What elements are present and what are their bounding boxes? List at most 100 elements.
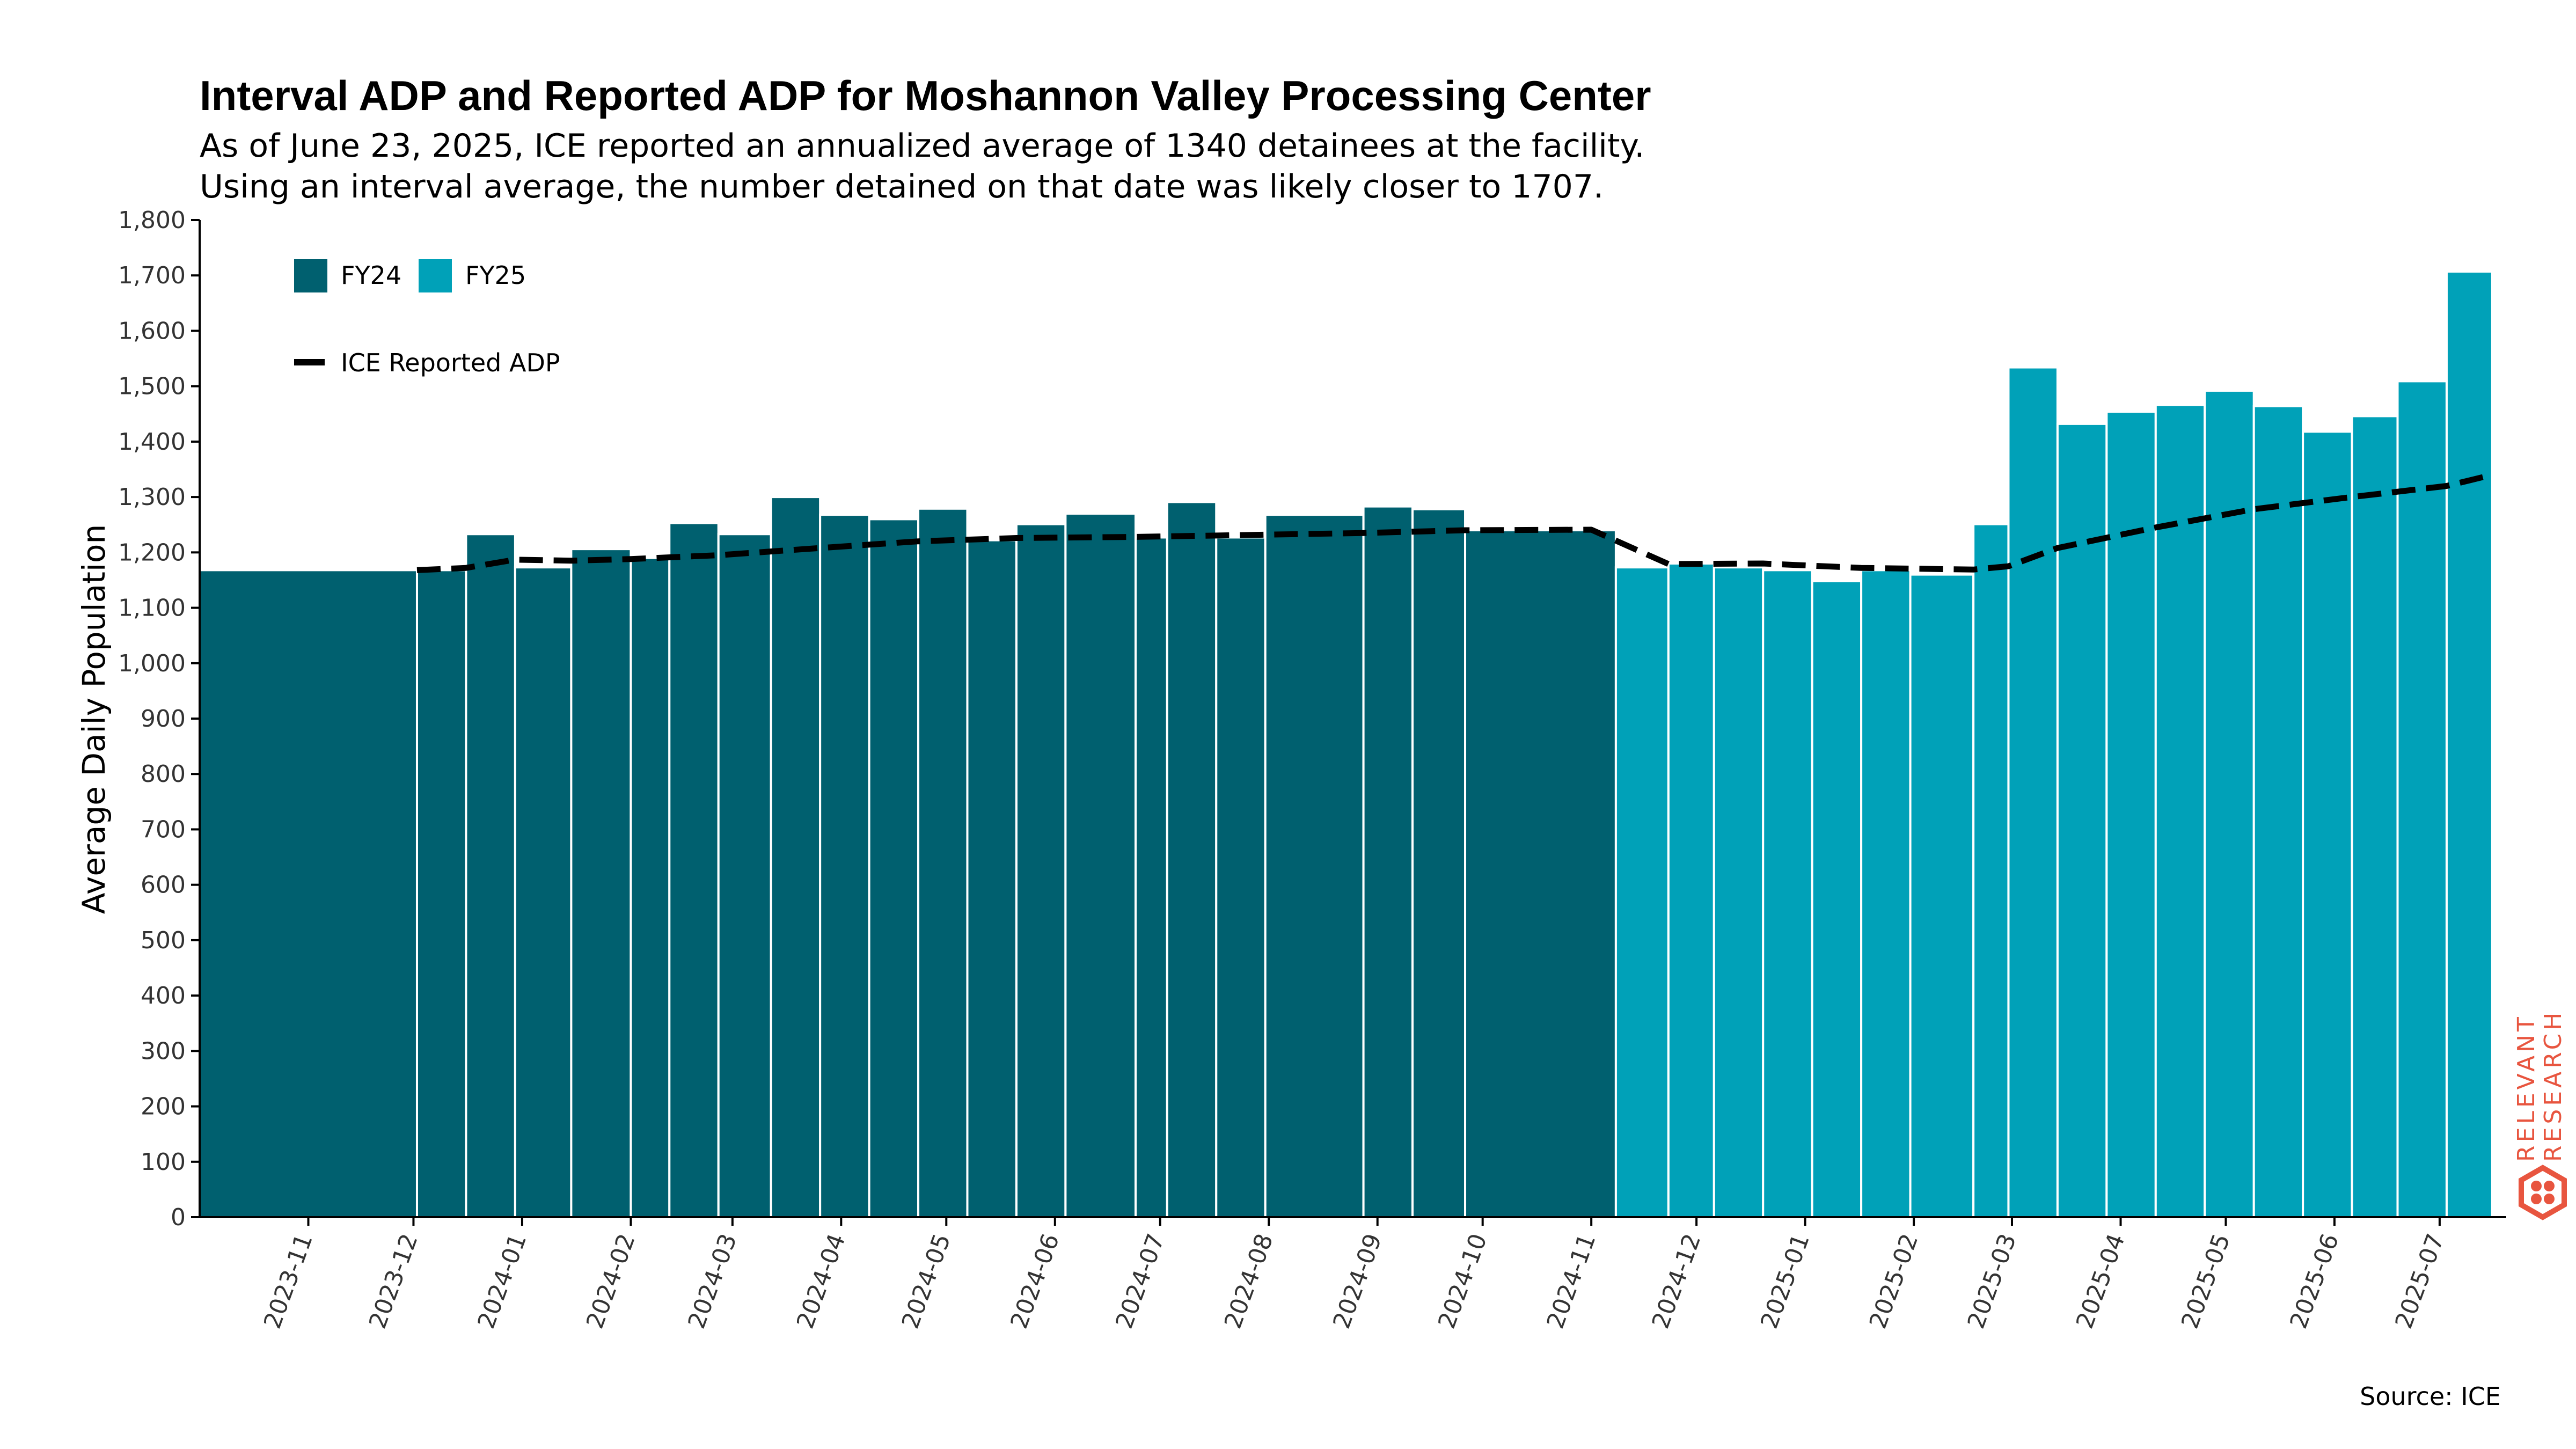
y-tick-label: 100 <box>141 1148 186 1176</box>
x-tick-label: 2025-06 <box>2285 1230 2344 1332</box>
bar-fy25-16 <box>2396 380 2448 1218</box>
bar-fy24-17 <box>1215 536 1267 1218</box>
bar-fy24-4 <box>570 548 632 1218</box>
bar-fy24-3 <box>514 566 573 1218</box>
bar-fy24-19 <box>1362 505 1414 1218</box>
reported-adp-line-group <box>416 472 2493 573</box>
y-tick-label: 1,300 <box>118 484 186 511</box>
legend-fy25-swatch <box>419 259 452 292</box>
y-axis: 0 100 200 300 400 500 600 700 800 900 1,000 1,100 1,… <box>118 207 201 1231</box>
reported-adp-line <box>416 472 2493 573</box>
bar-fy24-21 <box>1464 529 1617 1218</box>
bar-fy24-15 <box>1135 536 1168 1218</box>
y-tick-label: 400 <box>141 982 186 1009</box>
y-axis-label: Average Daily Population <box>76 524 112 914</box>
y-tick-label: 800 <box>141 760 186 788</box>
logo-text-line-2: RESEARCH <box>2540 1009 2567 1162</box>
x-tick-label: 2024-04 <box>792 1230 851 1332</box>
y-tick-label: 600 <box>141 872 186 899</box>
bar-fy24-18 <box>1264 514 1365 1218</box>
x-tick-label: 2025-02 <box>1864 1230 1924 1332</box>
y-tick-label: 1,400 <box>118 428 186 456</box>
relevant-research-logo: RELEVANT RESEARCH <box>2513 1009 2567 1220</box>
bar-fy24-0 <box>199 569 418 1218</box>
bar-fy24-1 <box>415 569 467 1218</box>
x-tick-label: 2025-01 <box>1755 1230 1815 1332</box>
y-tick-label: 1,600 <box>118 317 186 345</box>
bar-fy25-0 <box>1614 566 1670 1218</box>
bar-fy24-9 <box>819 514 870 1218</box>
y-tick-label: 1,000 <box>118 650 186 677</box>
bar-fy24-16 <box>1166 501 1218 1218</box>
bar-fy24-10 <box>868 518 920 1218</box>
chart-subtitle-line-2: Using an interval average, the number de… <box>200 168 1604 206</box>
bar-fy25-8 <box>2007 366 2059 1218</box>
y-tick-label: 300 <box>141 1037 186 1065</box>
bar-fy24-7 <box>717 533 772 1218</box>
bars-fy24 <box>199 496 1617 1219</box>
x-tick-label: 2024-12 <box>1647 1230 1707 1332</box>
bar-fy24-14 <box>1064 513 1137 1218</box>
x-tick-label: 2024-10 <box>1433 1230 1492 1332</box>
x-tick-label: 2024-08 <box>1219 1230 1279 1332</box>
source-note: Source: ICE <box>2360 1382 2501 1411</box>
chart-title: Interval ADP and Reported ADP for Moshan… <box>200 72 1651 119</box>
logo-text-line-1: RELEVANT <box>2513 1014 2540 1162</box>
bar-fy25-1 <box>1667 562 1715 1218</box>
x-tick-label: 2025-07 <box>2390 1230 2449 1332</box>
x-tick-label: 2024-07 <box>1110 1230 1170 1332</box>
bar-fy24-6 <box>668 522 720 1218</box>
x-tick-label: 2024-01 <box>472 1230 532 1332</box>
x-tick-label: 2024-11 <box>1542 1230 1601 1332</box>
x-tick-label: 2024-03 <box>683 1230 742 1332</box>
bar-fy24-13 <box>1015 523 1067 1219</box>
y-tick-label: 1,700 <box>118 262 186 289</box>
legend-fy24-swatch <box>294 259 327 292</box>
bar-fy25-17 <box>2445 270 2493 1218</box>
y-tick-label: 1,100 <box>118 595 186 622</box>
y-tick-label: 1,200 <box>118 539 186 566</box>
bar-fy24-5 <box>630 557 671 1218</box>
y-tick-label: 1,800 <box>118 207 186 234</box>
x-tick-label: 2025-05 <box>2176 1230 2236 1332</box>
y-tick-label: 700 <box>141 816 186 843</box>
chart-subtitle-line-1: As of June 23, 2025, ICE reported an ann… <box>200 127 1645 165</box>
x-tick-label: 2024-02 <box>581 1230 641 1332</box>
bar-fy25-10 <box>2105 411 2157 1218</box>
y-tick-label: 1,500 <box>118 373 186 400</box>
bar-fy25-2 <box>1713 566 1765 1218</box>
x-tick-label: 2023-11 <box>259 1230 318 1332</box>
legend-fy24-label: FY24 <box>341 261 401 290</box>
x-axis: 2023-11 2023-12 2024-01 2024-02 2024-03 2024-… <box>200 1216 2506 1333</box>
bar-fy24-11 <box>917 507 969 1219</box>
legend: FY24 FY25 ICE Reported ADP <box>294 259 560 377</box>
bar-fy25-3 <box>1762 569 1813 1218</box>
x-tick-label: 2025-04 <box>2071 1230 2131 1332</box>
bar-fy25-15 <box>2351 415 2399 1219</box>
x-tick-label: 2024-05 <box>897 1230 956 1332</box>
bar-fy25-5 <box>1860 569 1912 1218</box>
x-tick-label: 2024-09 <box>1328 1230 1387 1332</box>
bar-fy24-8 <box>770 496 822 1218</box>
y-tick-label: 500 <box>141 927 186 954</box>
bar-fy24-12 <box>966 539 1018 1219</box>
y-tick-label: 0 <box>171 1204 186 1231</box>
bar-fy25-11 <box>2154 404 2206 1218</box>
y-tick-label: 200 <box>141 1093 186 1121</box>
x-tick-label: 2023-12 <box>364 1230 423 1332</box>
bar-fy25-14 <box>2302 430 2353 1219</box>
bar-fy25-4 <box>1811 580 1863 1218</box>
bar-fy25-7 <box>1972 523 2010 1219</box>
bar-fy24-20 <box>1411 508 1467 1219</box>
logo-hexagon-icon <box>2519 1165 2567 1220</box>
bar-fy25-6 <box>1909 573 1975 1218</box>
bar-fy25-9 <box>2056 422 2108 1218</box>
bar-fy24-2 <box>465 533 516 1218</box>
legend-reported-adp-label: ICE Reported ADP <box>341 348 560 377</box>
y-tick-label: 900 <box>141 705 186 733</box>
bar-fy25-13 <box>2252 405 2304 1218</box>
x-tick-label: 2025-03 <box>1963 1230 2022 1332</box>
bars-fy25 <box>1614 270 2493 1219</box>
legend-fy25-label: FY25 <box>465 261 526 290</box>
